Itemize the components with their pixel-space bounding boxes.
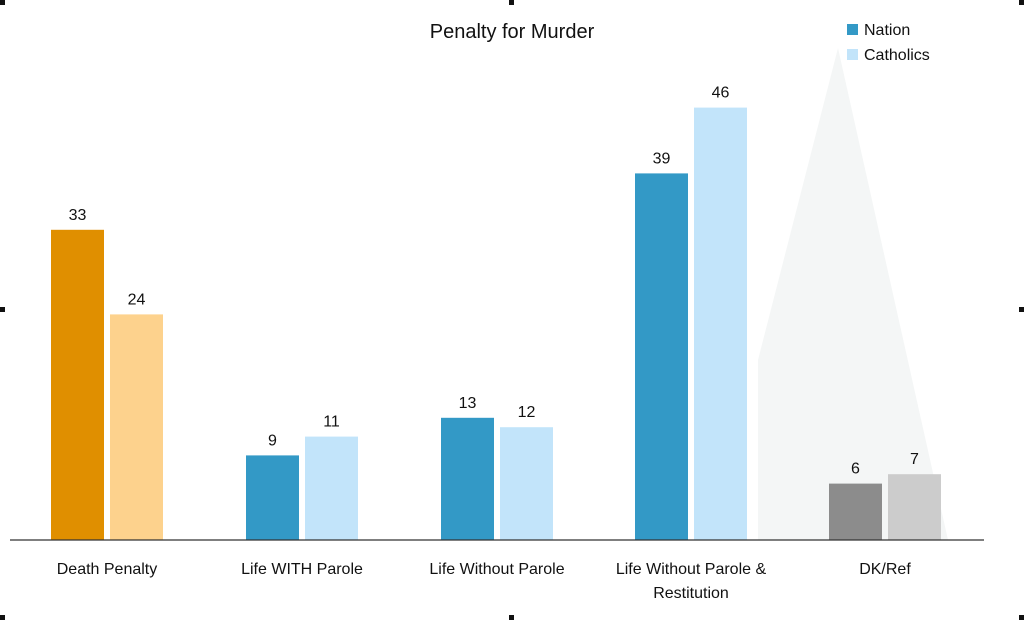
corner-marker-bottom-center — [509, 615, 514, 620]
data-label-catholics-3: 46 — [712, 85, 730, 102]
legend-swatch-nation — [847, 24, 858, 35]
corner-marker-bottom-right — [1019, 615, 1024, 620]
legend-label-catholics: Catholics — [864, 47, 930, 64]
data-label-nation-1: 9 — [268, 432, 277, 449]
data-label-catholics-4: 7 — [910, 451, 919, 468]
corner-marker-top-right — [1019, 0, 1024, 5]
bar-nation-1 — [246, 455, 299, 540]
data-label-catholics-2: 12 — [518, 404, 536, 421]
bar-nation-4 — [829, 483, 882, 540]
data-label-catholics-0: 24 — [128, 291, 146, 308]
corner-marker-top-left — [0, 0, 5, 5]
bar-catholics-0 — [110, 314, 163, 540]
category-label-3-line-2: Restitution — [653, 585, 729, 602]
corner-marker-bottom-left — [0, 615, 5, 620]
data-label-nation-3: 39 — [653, 150, 671, 167]
bar-nation-2 — [441, 417, 494, 540]
bar-catholics-1 — [305, 436, 358, 540]
chart-title: Penalty for Murder — [430, 21, 595, 43]
category-label-4: DK/Ref — [859, 561, 911, 578]
bar-catholics-2 — [500, 427, 553, 540]
category-label-0: Death Penalty — [57, 561, 158, 578]
corner-marker-top-center — [509, 0, 514, 5]
bar-nation-3 — [635, 173, 688, 540]
legend: Nation Catholics — [847, 22, 930, 64]
legend-swatch-catholics — [847, 49, 858, 60]
data-label-nation-2: 13 — [459, 395, 477, 412]
callout-wedge — [758, 48, 948, 540]
data-label-catholics-1: 11 — [323, 414, 340, 431]
category-label-1: Life WITH Parole — [241, 561, 363, 578]
data-label-nation-0: 33 — [69, 207, 87, 224]
corner-marker-middle-left — [0, 307, 5, 312]
bar-catholics-4 — [888, 474, 941, 540]
bar-catholics-3 — [694, 107, 747, 540]
corner-marker-middle-right — [1019, 307, 1024, 312]
data-label-nation-4: 6 — [851, 461, 860, 478]
category-label-2: Life Without Parole — [429, 561, 564, 578]
legend-label-nation: Nation — [864, 22, 910, 39]
bar-nation-0 — [51, 229, 104, 541]
category-label-3: Life Without Parole & — [616, 561, 767, 578]
